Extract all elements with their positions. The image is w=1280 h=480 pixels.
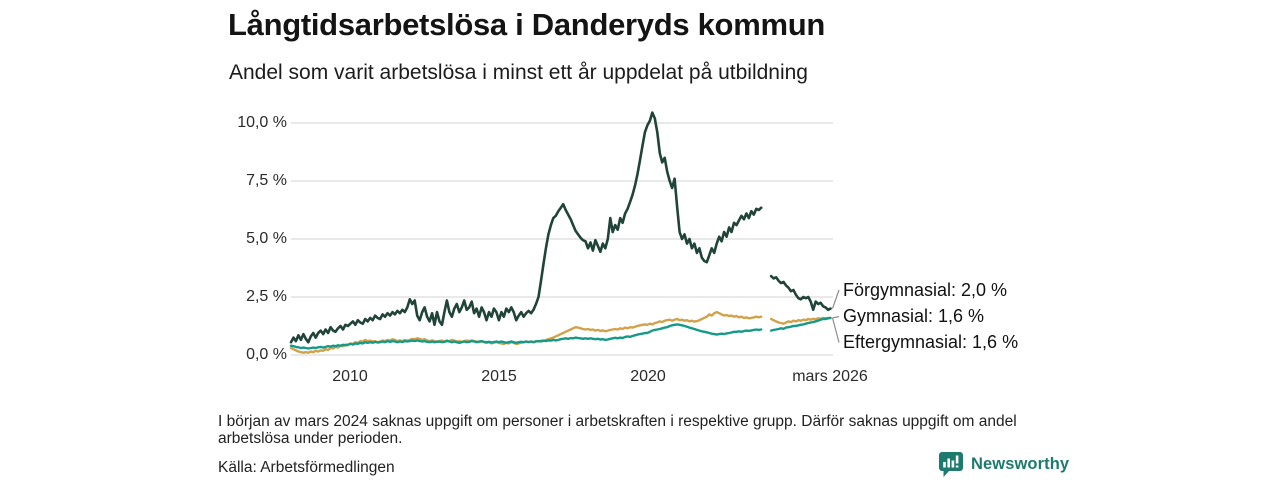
newsworthy-speech-bubble-bar-chart-icon	[938, 451, 964, 478]
y-axis-tick-5: 5,0 %	[246, 230, 287, 247]
series-end-label-eftergymnasial: Eftergymnasial: 1,6 %	[843, 332, 1019, 352]
newsworthy-brand-name: Newsworthy	[971, 455, 1070, 473]
y-axis-tick-0: 0,0 %	[246, 346, 287, 363]
y-axis-tick-10: 10,0 %	[237, 114, 287, 131]
page-title: Långtidsarbetslösa i Danderyds kommun	[228, 7, 825, 42]
source-note: Källa: Arbetsförmedlingen	[218, 459, 395, 476]
x-axis-tick-2010: 2010	[332, 368, 368, 385]
y-axis-tick-2-5: 2,5 %	[246, 288, 287, 305]
x-axis-tick-2015: 2015	[481, 368, 517, 385]
footnote: I början av mars 2024 saknas uppgift om …	[218, 413, 1017, 447]
chart-subtitle: Andel som varit arbetslösa i minst ett å…	[229, 61, 808, 84]
y-axis-tick-7-5: 7,5 %	[246, 172, 287, 189]
x-axis-tick-2020: 2020	[630, 368, 666, 385]
series-end-label-gymnasial: Gymnasial: 1,6 %	[843, 306, 985, 326]
x-axis-tick-mars-2026: mars 2026	[792, 368, 868, 385]
series-end-label-forgymnasial: Förgymnasial: 2,0 %	[843, 280, 1008, 300]
newsworthy-logo[interactable]: Newsworthy	[938, 451, 1069, 478]
